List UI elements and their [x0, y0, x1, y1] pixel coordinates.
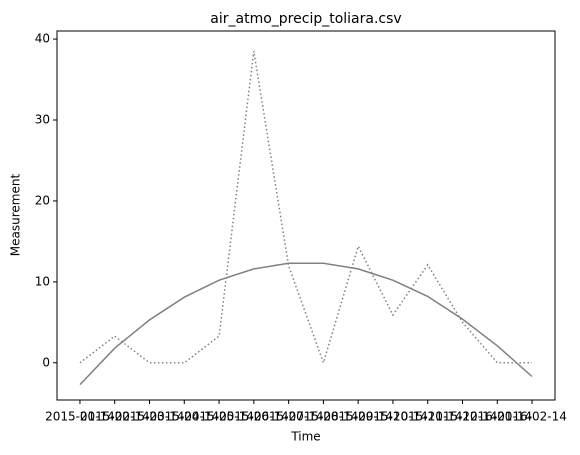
- plot-frame: [56, 30, 556, 401]
- x-tick-label: 2015-04-14: [149, 410, 219, 424]
- x-tick-label: 2015-05-14: [184, 410, 254, 424]
- x-tick-label: 2016-01-14: [462, 410, 532, 424]
- y-tick-label: 40: [35, 32, 50, 46]
- x-tick-label: 2015-07-14: [254, 410, 324, 424]
- x-tick-label: 2015-09-14: [323, 410, 393, 424]
- y-axis-label: Measurement: [9, 174, 23, 257]
- x-tick-label: 2015-06-14: [219, 410, 289, 424]
- x-tick-label: 2015-11-14: [393, 410, 463, 424]
- line-series: [79, 262, 533, 386]
- x-tick-label: 2015-10-14: [358, 410, 428, 424]
- y-tick-label: 30: [35, 113, 50, 127]
- x-axis-label: Time: [290, 430, 320, 444]
- y-tick-label: 10: [35, 274, 50, 288]
- x-tick-label: 2015-01-14: [45, 410, 115, 424]
- x-tick-label: 2015-08-14: [289, 410, 359, 424]
- y-tick-label: 20: [35, 193, 50, 207]
- chart-title: air_atmo_precip_toliara.csv: [210, 11, 401, 27]
- x-tick-label: 2015-02-14: [80, 410, 150, 424]
- x-tick-label: 2016-02-14: [497, 410, 567, 424]
- line-series: [79, 51, 532, 366]
- y-tick-label: 0: [42, 355, 50, 369]
- x-tick-label: 2015-03-14: [115, 410, 185, 424]
- x-tick-label: 2015-12-14: [428, 410, 498, 424]
